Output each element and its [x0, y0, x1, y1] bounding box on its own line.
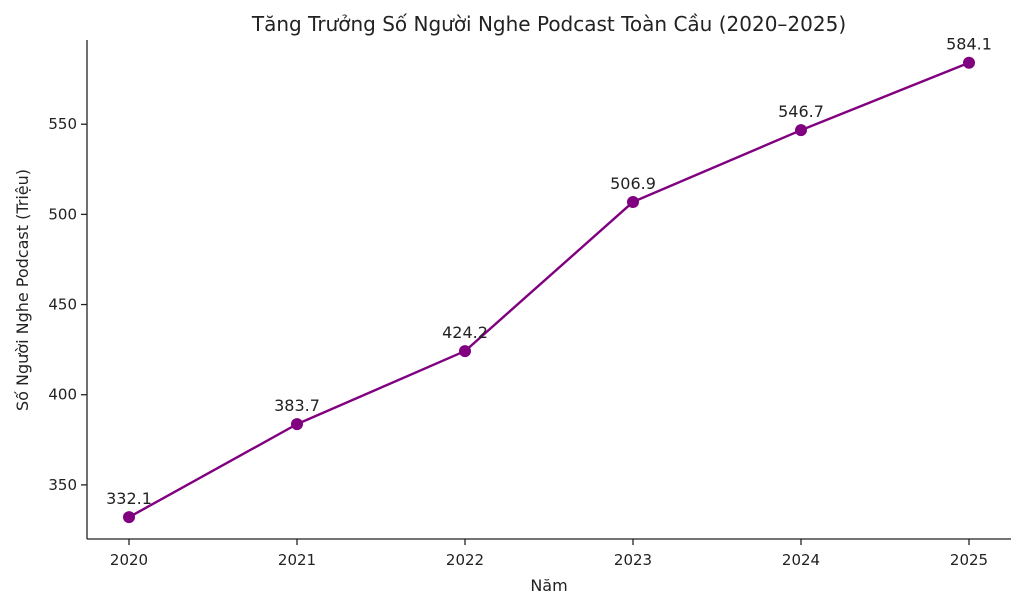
x-tick-label: 2020 — [110, 551, 148, 569]
data-point — [963, 56, 975, 69]
y-tick-label: 350 — [48, 476, 77, 494]
y-tick-label: 400 — [48, 386, 77, 404]
x-tick-label: 2021 — [278, 551, 316, 569]
plot-area: 350 400 450 500 550 2020 2021 2022 2023 2024 2025… — [48, 35, 1011, 569]
data-point — [123, 511, 135, 524]
y-tick-label: 450 — [48, 296, 77, 314]
data-labels: 332.1 383.7 424.2 506.9 546.7 584.1 — [106, 35, 992, 508]
series-line — [128, 61, 970, 519]
data-label: 506.9 — [610, 174, 656, 193]
x-ticks: 2020 2021 2022 2023 2024 2025 — [110, 539, 988, 569]
y-tick-label: 550 — [48, 115, 77, 133]
x-axis-label: Năm — [530, 576, 567, 595]
y-ticks: 350 400 450 500 550 — [48, 115, 87, 494]
x-tick-label: 2022 — [446, 551, 484, 569]
y-tick-label: 500 — [48, 205, 77, 223]
x-tick-label: 2025 — [950, 551, 988, 569]
x-tick-label: 2024 — [782, 551, 820, 569]
chart-title: Tăng Trưởng Số Người Nghe Podcast Toàn C… — [251, 12, 846, 36]
data-label: 424.2 — [442, 323, 488, 342]
data-point — [459, 345, 471, 358]
data-label: 546.7 — [778, 102, 824, 121]
data-label: 383.7 — [274, 396, 320, 415]
data-point — [291, 418, 303, 431]
data-point — [795, 124, 807, 137]
data-point — [627, 195, 639, 208]
data-label: 332.1 — [106, 489, 152, 508]
data-label: 584.1 — [946, 35, 992, 54]
y-axis-label: Số Người Nghe Podcast (Triệu) — [13, 169, 32, 411]
x-tick-label: 2023 — [614, 551, 652, 569]
data-points — [123, 56, 975, 524]
